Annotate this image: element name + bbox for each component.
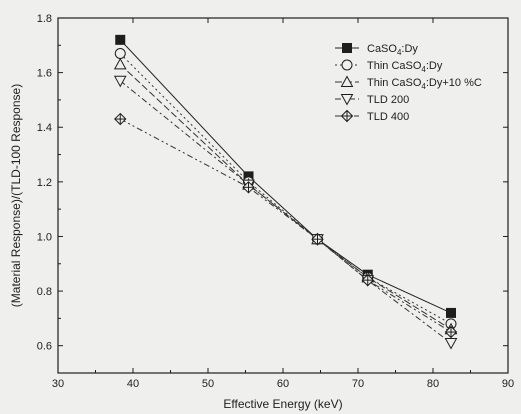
legend-label: Thin CaSO4:Dy+10 %C bbox=[367, 77, 482, 91]
legend-marker bbox=[343, 44, 352, 53]
y-tick-label: 1.6 bbox=[37, 68, 52, 80]
data-point-series-5 bbox=[115, 114, 126, 125]
data-point-series-4 bbox=[115, 76, 126, 86]
legend-item-2: Thin CaSO4:Dy bbox=[335, 60, 443, 74]
x-tick-label: 40 bbox=[127, 378, 139, 390]
legend-label-main: Thin CaSO bbox=[367, 77, 422, 89]
x-tick-label: 80 bbox=[427, 378, 439, 390]
y-tick-label: 0.8 bbox=[37, 286, 52, 298]
data-point-series-1 bbox=[447, 308, 456, 317]
x-tick-label: 30 bbox=[52, 378, 64, 390]
data-point-series-4 bbox=[446, 338, 457, 348]
y-axis-label: (Material Response)/(TLD-100 Response) bbox=[9, 84, 23, 307]
legend-label-main: CaSO bbox=[367, 43, 397, 55]
y-tick-label: 1.8 bbox=[37, 13, 52, 25]
data-point-series-5 bbox=[446, 327, 457, 338]
legend-label: TLD 400 bbox=[367, 111, 409, 123]
data-point-series-1 bbox=[116, 35, 125, 44]
legend-label-main: TLD 400 bbox=[367, 111, 409, 123]
legend-label-rest: :Dy bbox=[426, 60, 443, 72]
x-tick-label: 50 bbox=[202, 378, 214, 390]
y-tick-label: 1.2 bbox=[37, 177, 52, 189]
legend-item-5: TLD 400 bbox=[335, 111, 409, 124]
legend-item-1: CaSO4:Dy bbox=[335, 43, 418, 57]
y-tick-label: 1.4 bbox=[37, 122, 52, 134]
legend-label-rest: :Dy+10 %C bbox=[426, 77, 482, 89]
y-tick-label: 1.0 bbox=[37, 231, 52, 243]
x-tick-label: 70 bbox=[352, 378, 364, 390]
legend-label-main: Thin CaSO bbox=[367, 60, 422, 72]
legend-label-rest: :Dy bbox=[401, 43, 418, 55]
legend-marker bbox=[342, 60, 352, 70]
data-point-series-2 bbox=[115, 49, 125, 59]
legend-label: Thin CaSO4:Dy bbox=[367, 60, 443, 74]
legend-label: CaSO4:Dy bbox=[367, 43, 418, 57]
data-point-series-3 bbox=[115, 59, 126, 69]
legend-marker bbox=[342, 111, 353, 122]
legend-item-4: TLD 200 bbox=[335, 94, 409, 106]
x-axis-label: Effective Energy (keV) bbox=[223, 397, 342, 411]
legend-label: TLD 200 bbox=[367, 94, 409, 106]
y-tick-label: 0.6 bbox=[37, 341, 52, 353]
legend-label-main: TLD 200 bbox=[367, 94, 409, 106]
x-tick-label: 60 bbox=[277, 378, 289, 390]
series-line-5 bbox=[120, 119, 451, 332]
x-tick-label: 90 bbox=[502, 378, 514, 390]
legend-item-3: Thin CaSO4:Dy+10 %C bbox=[335, 77, 482, 92]
